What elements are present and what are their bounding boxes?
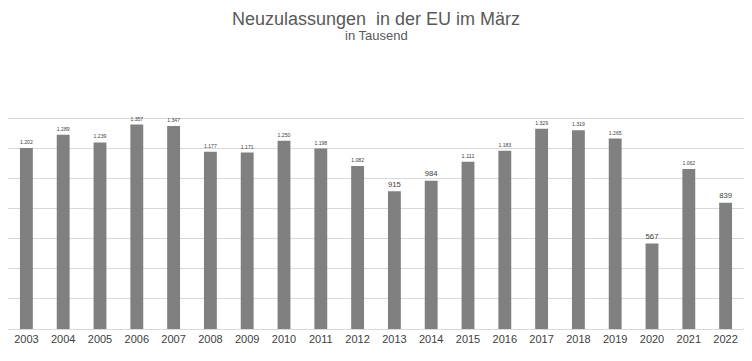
svg-text:1.062: 1.062: [682, 160, 695, 166]
svg-text:1.289: 1.289: [57, 126, 70, 132]
svg-text:1.177: 1.177: [204, 143, 217, 149]
svg-text:2005: 2005: [88, 333, 112, 345]
svg-text:2014: 2014: [419, 333, 443, 345]
svg-text:567: 567: [646, 232, 659, 241]
svg-text:1.347: 1.347: [167, 117, 180, 123]
svg-text:2006: 2006: [125, 333, 149, 345]
svg-text:Neuzulassungen in der EU im M: Neuzulassungen in der EU im März: [232, 9, 520, 29]
svg-text:2019: 2019: [603, 333, 627, 345]
svg-text:1.319: 1.319: [572, 121, 585, 127]
svg-text:984: 984: [425, 169, 439, 178]
svg-text:2008: 2008: [198, 333, 222, 345]
svg-text:2016: 2016: [493, 333, 517, 345]
svg-text:1.111: 1.111: [462, 153, 475, 159]
svg-text:2013: 2013: [382, 333, 406, 345]
svg-text:2012: 2012: [345, 333, 369, 345]
svg-text:1.250: 1.250: [278, 132, 291, 138]
svg-text:2018: 2018: [566, 333, 590, 345]
svg-text:839: 839: [719, 191, 732, 200]
svg-text:2010: 2010: [272, 333, 296, 345]
svg-text:2015: 2015: [456, 333, 480, 345]
svg-text:1.198: 1.198: [314, 140, 327, 146]
svg-text:2020: 2020: [640, 333, 664, 345]
svg-text:2021: 2021: [677, 333, 701, 345]
svg-text:1.202: 1.202: [20, 139, 33, 145]
svg-text:2007: 2007: [161, 333, 185, 345]
svg-text:1.082: 1.082: [351, 157, 364, 163]
svg-text:1.329: 1.329: [535, 120, 548, 126]
svg-text:2004: 2004: [51, 333, 75, 345]
svg-text:2017: 2017: [529, 333, 553, 345]
svg-text:in Tausend: in Tausend: [345, 28, 408, 43]
svg-text:1.183: 1.183: [498, 142, 511, 148]
svg-text:2011: 2011: [309, 333, 333, 345]
svg-text:1.171: 1.171: [241, 144, 254, 150]
svg-text:2022: 2022: [713, 333, 737, 345]
svg-text:1.265: 1.265: [609, 130, 622, 136]
svg-text:1.239: 1.239: [94, 133, 107, 139]
svg-text:915: 915: [388, 180, 401, 189]
svg-text:2003: 2003: [14, 333, 38, 345]
svg-text:1.357: 1.357: [130, 116, 143, 122]
svg-text:2009: 2009: [235, 333, 259, 345]
